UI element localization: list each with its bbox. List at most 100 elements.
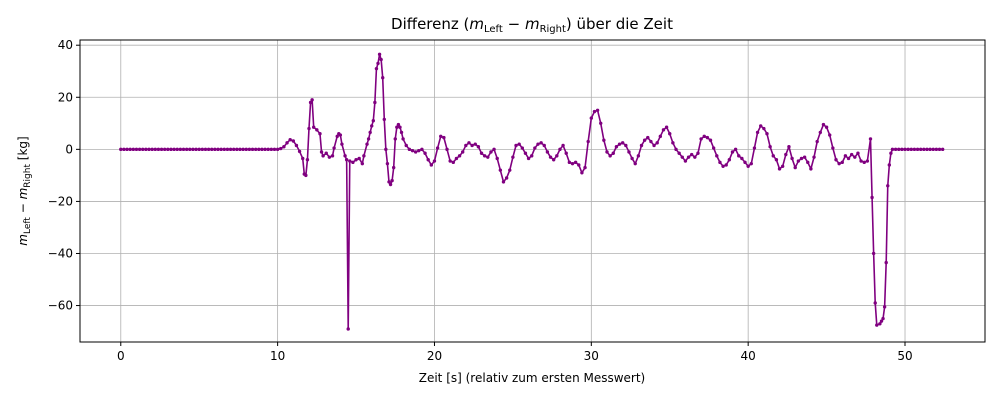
data-point <box>903 147 907 152</box>
data-point <box>796 159 801 163</box>
data-point <box>846 156 851 161</box>
data-point <box>125 147 129 152</box>
data-point <box>200 147 205 152</box>
data-point <box>489 150 493 154</box>
data-point <box>658 134 663 139</box>
data-point <box>940 147 945 152</box>
data-point <box>806 160 810 165</box>
y-axis-title: mLeft − mRight [kg] <box>16 136 33 245</box>
data-point <box>304 173 308 178</box>
data-point <box>238 147 242 152</box>
data-point <box>156 147 161 152</box>
data-point <box>184 147 189 152</box>
data-point <box>451 160 455 165</box>
data-point <box>870 195 874 200</box>
data-point <box>768 145 772 149</box>
data-point <box>617 142 622 146</box>
x-tick-label: 20 <box>427 349 442 363</box>
data-point <box>664 125 669 129</box>
data-point <box>545 150 550 154</box>
data-point <box>407 147 412 152</box>
data-point <box>580 171 584 175</box>
y-tick-label: 40 <box>58 38 73 52</box>
data-point <box>633 161 637 166</box>
data-point <box>244 147 248 152</box>
data-point <box>327 155 332 159</box>
data-point <box>137 147 142 152</box>
data-point <box>395 125 399 129</box>
data-point <box>875 323 879 327</box>
data-point <box>696 151 700 155</box>
data-point <box>294 143 299 148</box>
data-point <box>150 147 154 152</box>
data-point <box>889 151 893 155</box>
data-point <box>915 147 920 152</box>
data-point <box>338 133 343 137</box>
data-point <box>551 158 556 162</box>
axis-ticks: 0 10 20 30 40 50 −60 −40 −20 0 20 40 <box>48 38 913 363</box>
data-point <box>871 251 876 256</box>
data-point <box>396 122 401 127</box>
data-point <box>737 154 741 158</box>
data-point <box>928 147 932 152</box>
data-point <box>909 147 913 152</box>
data-point <box>680 155 684 159</box>
data-point <box>324 151 328 155</box>
data-point <box>740 156 744 161</box>
data-point <box>755 130 760 135</box>
data-point <box>840 160 844 165</box>
data-point <box>624 143 628 148</box>
data-point <box>749 161 753 166</box>
data-point <box>799 156 804 161</box>
data-point <box>495 156 499 161</box>
data-point <box>752 146 757 150</box>
data-point <box>727 158 732 162</box>
data-point <box>671 141 675 145</box>
data-point <box>668 132 672 136</box>
data-point <box>163 147 167 152</box>
data-point <box>802 155 807 159</box>
data-point <box>351 160 355 165</box>
data-point <box>147 147 151 152</box>
data-point <box>275 147 280 152</box>
data-point <box>401 137 405 141</box>
data-point <box>743 160 747 165</box>
data-point <box>583 165 587 170</box>
data-point <box>308 100 313 105</box>
data-point <box>457 154 462 158</box>
data-point <box>533 146 537 150</box>
data-point <box>222 147 226 152</box>
data-point <box>354 158 358 162</box>
data-point <box>611 151 615 155</box>
data-point <box>762 126 766 131</box>
data-point <box>608 154 612 158</box>
data-point <box>368 130 372 135</box>
chart-title: Differenz (mLeft − mRight) über die Zeit <box>391 15 673 35</box>
data-point <box>925 147 929 152</box>
data-point <box>169 147 173 152</box>
data-point <box>630 156 634 161</box>
data-point <box>144 147 148 152</box>
data-point <box>605 150 609 154</box>
data-point <box>291 139 296 143</box>
data-point <box>464 143 468 148</box>
data-point <box>733 147 738 152</box>
data-point <box>348 159 352 163</box>
data-point <box>922 147 926 152</box>
data-point <box>912 147 917 152</box>
x-tick-label: 0 <box>117 349 125 363</box>
data-point <box>219 147 223 152</box>
data-point <box>771 154 775 158</box>
data-point <box>442 135 446 140</box>
data-point <box>862 160 866 165</box>
y-tick-label: −20 <box>48 194 73 208</box>
data-point <box>417 148 421 153</box>
data-point <box>548 155 553 159</box>
data-point <box>542 143 546 148</box>
data-point <box>570 161 575 166</box>
x-tick-label: 30 <box>584 349 599 363</box>
data-point <box>642 138 647 142</box>
data-point <box>859 159 863 163</box>
data-point <box>423 151 427 155</box>
data-point <box>448 159 452 163</box>
